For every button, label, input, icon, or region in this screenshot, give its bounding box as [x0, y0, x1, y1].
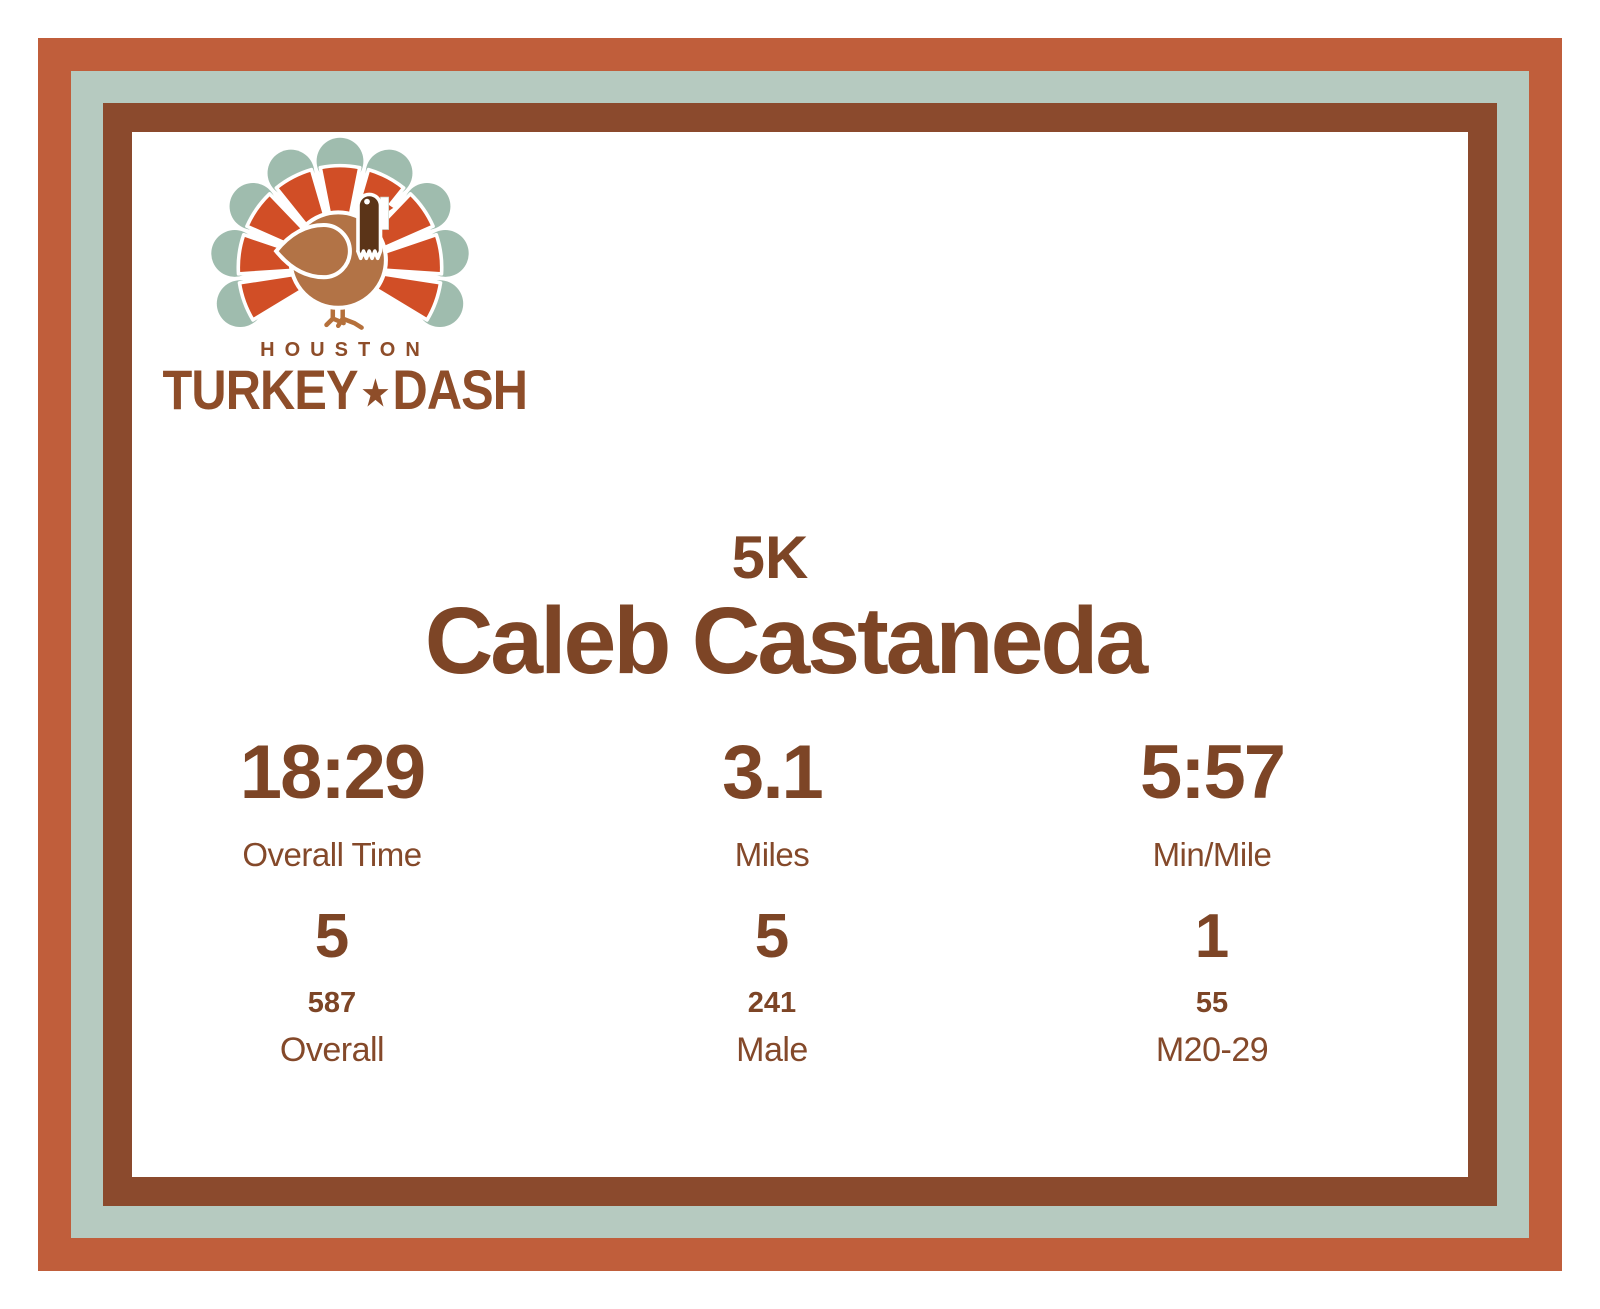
star-icon: ★ [361, 374, 389, 413]
stat-place: 1 [1194, 902, 1230, 971]
stat-value: 18:29 [239, 730, 426, 815]
stat-place: 5 [754, 902, 790, 971]
logo-title-text: TURKEY ★DASH [163, 362, 528, 418]
event-logo: HOUSTON TURKEY ★DASH [136, 134, 544, 418]
stat-label: Miles [734, 836, 810, 873]
stat-place: 5 [314, 902, 350, 971]
logo-city-text: HOUSTON [260, 339, 430, 361]
logo-title-left: TURKEY [162, 358, 359, 421]
stat-value: 5:57 [1139, 730, 1286, 815]
stat-field-size: 55 [1195, 987, 1229, 1019]
turkey-wing [273, 222, 352, 280]
athlete-name: Caleb Castaneda [424, 588, 1149, 694]
logo-title-right: DASH [392, 358, 528, 421]
turkey-icon [211, 137, 469, 330]
stat-division: M20-29 [1155, 1031, 1269, 1069]
race-distance: 5K [731, 524, 809, 591]
stat-col-pace: 5:57 Min/Mile 1 55 M20-29 [992, 730, 1432, 1069]
stat-label: Overall Time [242, 836, 422, 873]
stat-division: Overall [279, 1031, 385, 1069]
stat-col-overall-time: 18:29 Overall Time 5 587 Overall [112, 730, 552, 1069]
stat-value: 3.1 [722, 730, 824, 815]
stats-grid: 18:29 Overall Time 5 587 Overall 3.1 Mil… [112, 730, 1432, 1069]
stat-field-size: 587 [307, 987, 357, 1019]
turkey-head [356, 192, 383, 261]
stat-col-miles: 3.1 Miles 5 241 Male [552, 730, 992, 1069]
stat-field-size: 241 [747, 987, 797, 1019]
stat-division: Male [736, 1031, 808, 1069]
stat-label: Min/Mile [1152, 836, 1272, 873]
turkey-eye [364, 198, 370, 205]
